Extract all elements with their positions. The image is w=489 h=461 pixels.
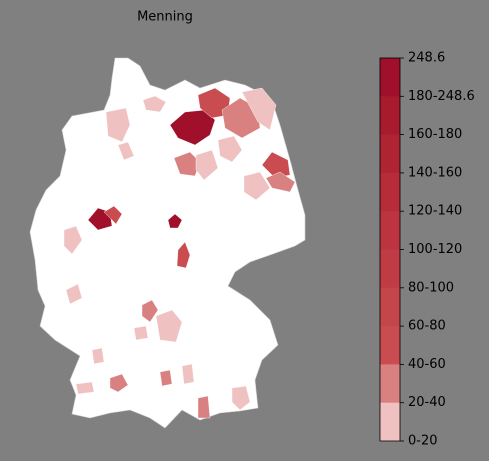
germany-map: [29, 57, 306, 429]
region: [105, 107, 131, 143]
region: [109, 373, 129, 393]
colorbar-segment: [380, 364, 400, 403]
colorbar-label: 140-160: [408, 165, 462, 180]
colorbar-segment: [380, 172, 400, 212]
colorbar-segment: [380, 211, 400, 250]
region: [169, 109, 216, 146]
region: [181, 363, 195, 385]
region: [65, 283, 83, 305]
colorbar-label: 248.6: [408, 51, 445, 66]
colorbar-label: 120-140: [408, 204, 462, 219]
region: [176, 241, 191, 269]
region: [142, 95, 167, 113]
region: [133, 325, 149, 341]
region: [265, 171, 296, 193]
colorbar-segment: [380, 249, 400, 289]
region: [241, 87, 277, 131]
colorbar-label: 60-80: [408, 319, 446, 334]
region: [159, 369, 173, 387]
colorbar-segment: [380, 402, 400, 442]
region: [91, 347, 105, 365]
region: [243, 171, 271, 201]
colorbar-label: 20-40: [408, 395, 446, 410]
region: [103, 205, 123, 225]
colorbar-label: 0-20: [408, 434, 438, 449]
colorbar-label: 180-248.6: [408, 89, 475, 104]
region: [217, 135, 243, 163]
region: [75, 381, 95, 395]
region: [141, 299, 159, 323]
colorbar-segment: [380, 134, 400, 174]
region: [197, 395, 211, 419]
colorbar-label: 160-180: [408, 127, 462, 142]
region: [231, 385, 251, 411]
colorbar-label: 100-120: [408, 242, 462, 257]
colorbar-segment: [380, 287, 400, 327]
region: [195, 149, 219, 181]
region: [117, 141, 135, 161]
region-shapes: [63, 87, 296, 419]
colorbar-label: 80-100: [408, 280, 454, 295]
colorbar-segment: [380, 326, 400, 365]
colorbar: 248.6 180-248.6 160-180 140-160 120-140 100-1…: [379, 51, 475, 449]
colorbar-segment: [380, 96, 400, 135]
map-title: Menning: [137, 10, 193, 25]
region: [167, 213, 183, 229]
region: [155, 309, 183, 343]
region: [63, 225, 83, 255]
colorbar-label: 40-60: [408, 357, 446, 372]
colorbar-segment: [380, 58, 400, 97]
